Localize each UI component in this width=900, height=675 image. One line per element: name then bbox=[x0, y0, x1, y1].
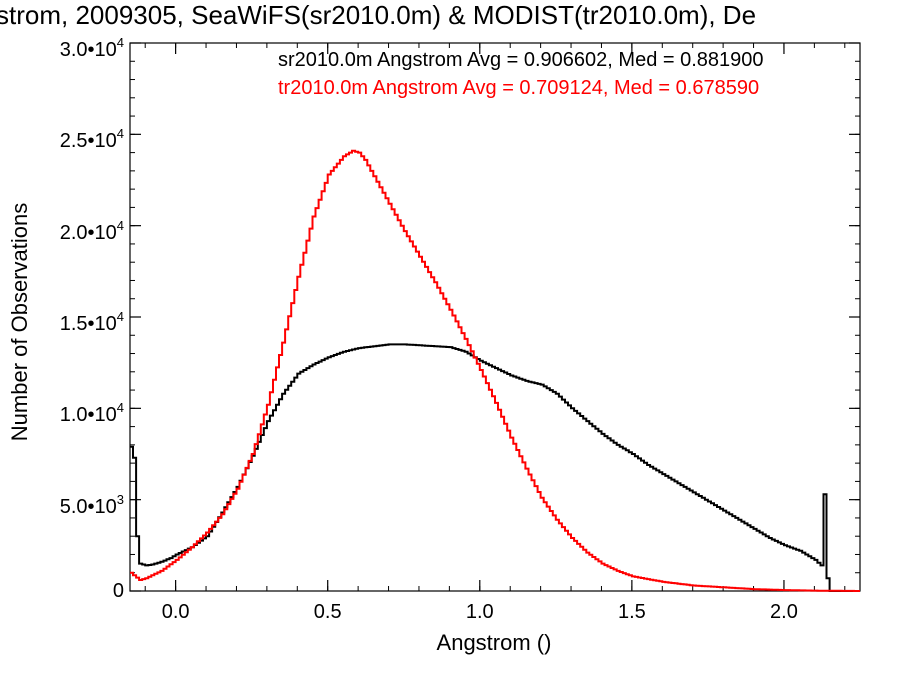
y-tick-exponent: 4 bbox=[116, 126, 124, 142]
x-tick-label: 0.5 bbox=[313, 601, 342, 623]
y-tick-base: 1.0•10 bbox=[59, 404, 117, 427]
y-tick-label: 0 bbox=[113, 581, 124, 601]
y-tick-label: 2.0•104 bbox=[60, 216, 124, 243]
y-tick-exponent: 4 bbox=[116, 400, 124, 416]
y-tick-label: 1.0•104 bbox=[60, 398, 124, 425]
y-tick-base: 1.5•10 bbox=[59, 313, 117, 335]
y-tick-exponent: 4 bbox=[116, 217, 124, 233]
x-tick-label: 0.0 bbox=[161, 601, 190, 623]
x-tick-label: 2.0 bbox=[770, 601, 798, 623]
series-line-tr2010.0m bbox=[130, 149, 860, 592]
y-tick-base: 3.0•10 bbox=[59, 39, 117, 61]
y-tick-base: 0 bbox=[112, 580, 124, 602]
x-tick-label: 1.5 bbox=[617, 601, 646, 623]
y-tick-label: 5.0•103 bbox=[60, 490, 124, 517]
series-line-sr2010.0m bbox=[130, 343, 860, 592]
y-tick-base: 2.0•10 bbox=[59, 221, 117, 244]
y-tick-exponent: 4 bbox=[116, 309, 124, 324]
y-tick-exponent: 3 bbox=[116, 491, 124, 507]
chart-title: strom, 2009305, SeaWiFS(sr2010.0m) & MOD… bbox=[0, 0, 757, 30]
y-tick-base: 2.5•10 bbox=[59, 130, 117, 153]
y-tick-label: 2.5•104 bbox=[60, 124, 124, 151]
y-axis-label: Number of Observations bbox=[7, 202, 32, 442]
legend-entry-sr2010: sr2010.0m Angstrom Avg = 0.906602, Med =… bbox=[278, 49, 764, 71]
y-tick-base: 5.0•10 bbox=[59, 495, 117, 518]
x-axis-label: Angstrom () bbox=[436, 630, 552, 655]
y-tick-label: 3.0•104 bbox=[60, 33, 124, 60]
legend-entry-tr2010: tr2010.0m Angstrom Avg = 0.709124, Med =… bbox=[278, 77, 760, 99]
y-tick-exponent: 4 bbox=[116, 35, 124, 50]
x-tick-label: 1.0 bbox=[465, 601, 494, 623]
plot-frame bbox=[129, 42, 861, 592]
y-tick-label: 1.5•104 bbox=[60, 307, 124, 334]
